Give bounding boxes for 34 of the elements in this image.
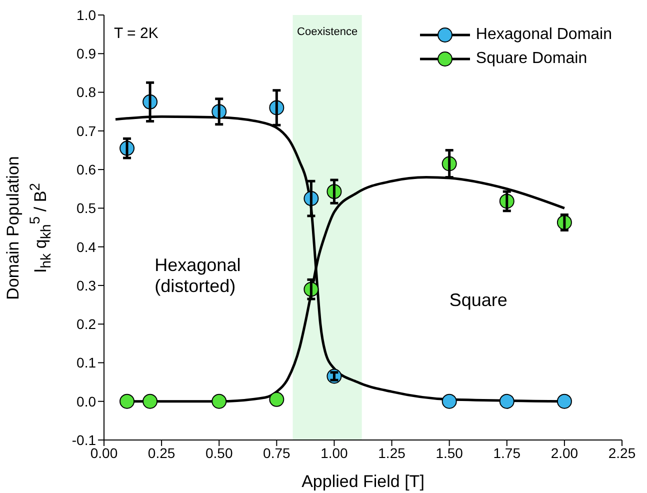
point (212, 394, 227, 409)
annotation: Hexagonal (distorted) (154, 255, 242, 297)
y-tick-label: 0.2 (76, 316, 96, 332)
legend-label: Hexagonal Domain (476, 26, 612, 44)
x-tick-label: 0.25 (148, 444, 176, 461)
point (269, 392, 284, 407)
x-tick-label: 2.25 (608, 444, 636, 461)
x-tick-label: 0.75 (263, 444, 291, 461)
point (556, 394, 572, 409)
y-tick-label: 0.0 (76, 393, 96, 410)
x-tick-label: 1.75 (493, 444, 521, 461)
point (120, 394, 135, 409)
annotation: Square (449, 290, 508, 311)
y-tick-label: 0.6 (76, 162, 96, 178)
x-tick-label: 1.25 (378, 444, 406, 461)
y-tick-label: 0.4 (76, 238, 96, 255)
annotation: T = 2K (114, 25, 158, 42)
point (442, 394, 457, 409)
legend-label: Square Domain (476, 50, 588, 68)
y-tick-label: 1.0 (76, 6, 96, 23)
x-tick-label: 2.00 (550, 444, 578, 461)
y-tick-label: 0.3 (76, 277, 96, 294)
x-tick-label: 1.50 (436, 444, 464, 461)
x-tick-label: 1.00 (320, 444, 348, 461)
y-tick-label: 0.7 (76, 122, 96, 139)
x-tick-label: 0.50 (205, 444, 233, 461)
y-tick-label: 0.5 (76, 200, 96, 216)
y-tick-label: 0.9 (76, 46, 96, 62)
x-axis-title: Applied Field [T] (302, 472, 424, 491)
y-tick-label: 0.8 (76, 84, 96, 100)
band-label: Coexistence (297, 26, 358, 38)
point (142, 394, 158, 409)
point (499, 394, 514, 409)
y-tick-label: 0.1 (76, 354, 96, 371)
